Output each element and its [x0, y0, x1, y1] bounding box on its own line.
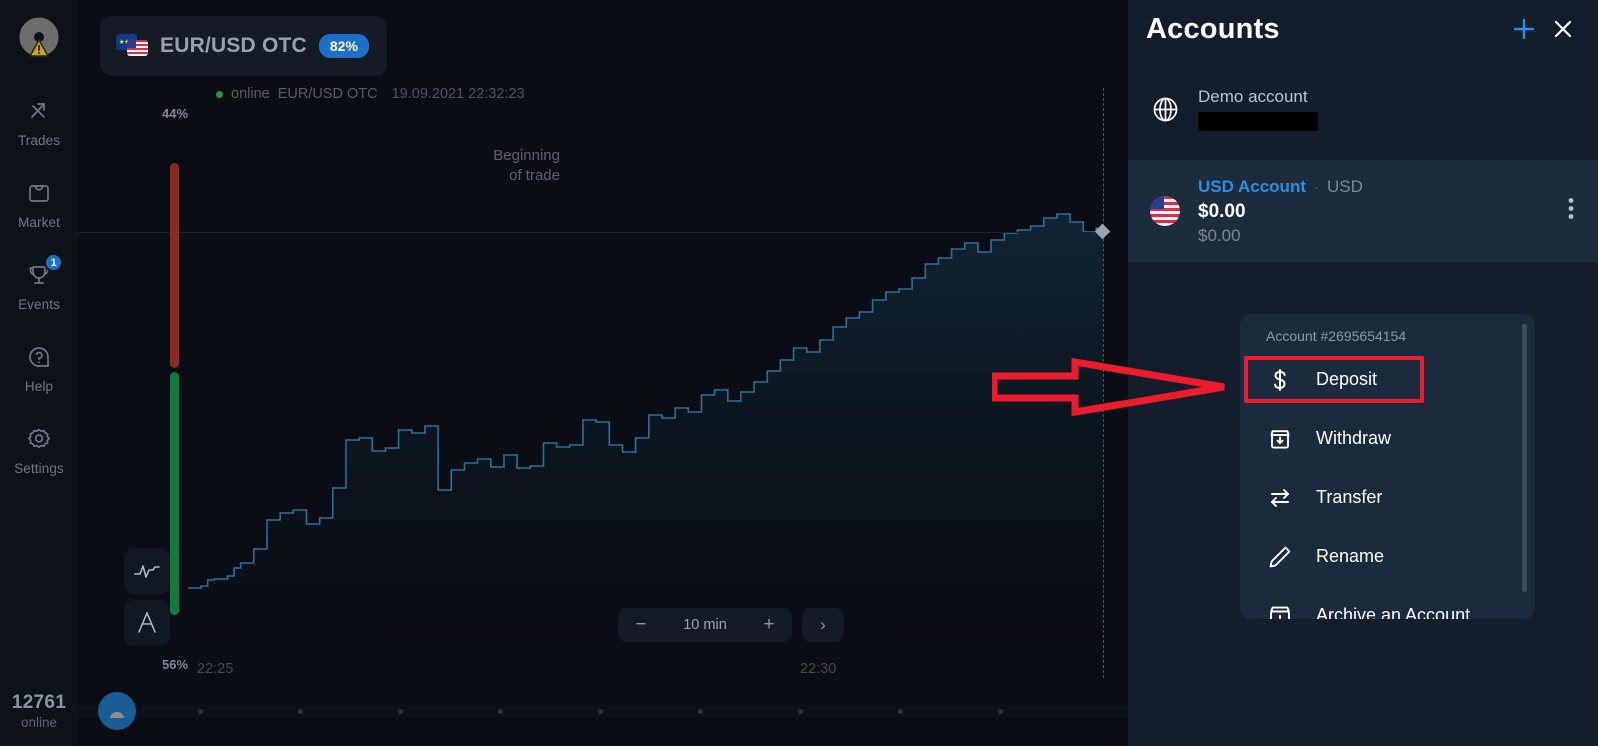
transfer-icon	[1268, 487, 1292, 509]
menu-item-label: Archive an Account	[1316, 605, 1471, 619]
usd-account-secondary-balance: $0.00	[1198, 225, 1241, 245]
usd-account-currency: USD	[1327, 176, 1363, 196]
close-icon[interactable]	[1550, 16, 1576, 42]
status-state: online	[231, 86, 270, 102]
menu-item-rename[interactable]: Rename	[1240, 527, 1535, 586]
timeframe-increase-button[interactable]: +	[763, 614, 775, 635]
time-axis-label: 22:25	[197, 661, 234, 677]
brand-ring-warning-logo-icon[interactable]	[17, 16, 61, 60]
timeframe-value[interactable]: 10 min	[683, 617, 727, 633]
market-bag-icon	[24, 178, 54, 208]
track-dot	[298, 709, 303, 714]
eur-usd-flag-icon: ★★★	[116, 34, 148, 58]
demo-account-body: Demo account	[1198, 87, 1576, 131]
status-online-dot	[216, 90, 223, 98]
dollar-icon	[1268, 368, 1292, 392]
track-dot	[898, 709, 903, 714]
sidebar-item-settings[interactable]: Settings	[0, 424, 78, 476]
demo-account-balance-redacted	[1198, 112, 1318, 131]
track-dot	[398, 709, 403, 714]
account-context-menu: Account #2695654154 Deposit Withdraw	[1240, 314, 1535, 619]
status-asset: EUR/USD OTC	[277, 86, 378, 102]
asset-status-line: online EUR/USD OTC 19.09.2021 22:32:23	[216, 86, 525, 102]
asset-name: EUR/USD OTC	[160, 34, 307, 57]
track-dot	[598, 709, 603, 714]
status-datetime: 19.09.2021 22:32:23	[391, 86, 525, 102]
sidebar-item-label: Events	[18, 297, 60, 312]
bottom-timeline-track[interactable]	[78, 705, 1128, 717]
demo-account-row[interactable]: Demo account	[1128, 58, 1598, 160]
demo-account-name: Demo account	[1198, 87, 1308, 106]
archive-icon	[1268, 604, 1292, 619]
sidebar-item-label: Market	[18, 215, 60, 230]
plus-icon[interactable]	[1510, 15, 1538, 43]
globe-icon	[1148, 92, 1182, 126]
timeframe-group: − 10 min +	[618, 608, 792, 642]
online-count: 12761	[11, 692, 67, 713]
annotation-arrow-icon	[990, 357, 1232, 421]
timeframe-next-button[interactable]: ›	[802, 608, 844, 642]
usd-account-name: USD Account	[1198, 176, 1306, 196]
sidebar-item-label: Settings	[14, 461, 64, 476]
usd-account-balance: $0.00	[1198, 200, 1246, 222]
menu-item-archive-an-account[interactable]: Archive an Account	[1240, 586, 1535, 619]
account-separator: ·	[1314, 178, 1319, 196]
trade-start-divider	[1103, 88, 1104, 678]
events-badge: 1	[44, 253, 63, 272]
price-gridline	[78, 232, 1103, 233]
menu-item-label: Withdraw	[1316, 428, 1392, 448]
sidebar-item-label: Help	[24, 379, 54, 394]
menu-item-deposit[interactable]: Deposit	[1240, 350, 1535, 409]
usd-account-body: USD Account · USD $0.00 $0.00	[1198, 177, 1576, 246]
sidebar-item-help[interactable]: Help	[0, 342, 78, 394]
sentiment-bar-up	[170, 372, 179, 615]
price-chart	[188, 213, 1103, 700]
more-vertical-icon[interactable]	[1568, 198, 1574, 225]
sentiment-top-percent: 44%	[162, 106, 189, 121]
settings-gear-icon	[24, 424, 54, 454]
avatar[interactable]	[98, 692, 136, 730]
indicators-button[interactable]	[124, 548, 170, 594]
payout-badge: 82%	[318, 34, 369, 58]
sidebar-item-events[interactable]: 1 Events	[0, 253, 78, 312]
menu-item-withdraw[interactable]: Withdraw	[1240, 409, 1535, 468]
trades-arrows-icon	[24, 96, 54, 126]
chart-area: Beginning of trade ★★★ EUR/USD OTC 82% o…	[78, 0, 1128, 746]
menu-item-label: Transfer	[1316, 487, 1383, 507]
us-flag-icon	[1148, 194, 1182, 228]
drawing-tools-button[interactable]	[124, 600, 170, 646]
track-dot	[998, 709, 1003, 714]
pencil-icon	[1268, 545, 1292, 569]
track-dot	[798, 709, 803, 714]
accounts-panel-header: Accounts	[1128, 0, 1598, 58]
left-sidebar: Trades Market 1	[0, 0, 78, 746]
account-menu-header: Account #2695654154	[1266, 328, 1407, 344]
page-title: Accounts	[1146, 12, 1280, 45]
timeframe-controls: − 10 min + ›	[618, 608, 844, 642]
track-dot	[498, 709, 503, 714]
usd-account-row[interactable]: USD Account · USD $0.00 $0.00	[1128, 160, 1598, 262]
sidebar-nav-list: Trades Market 1	[0, 96, 78, 506]
sidebar-item-market[interactable]: Market	[0, 178, 78, 230]
track-dot	[198, 709, 203, 714]
menu-item-label: Deposit	[1316, 369, 1378, 389]
menu-item-transfer[interactable]: Transfer	[1240, 468, 1535, 527]
asset-selector[interactable]: ★★★ EUR/USD OTC 82%	[100, 16, 387, 76]
track-dot	[698, 709, 703, 714]
menu-item-label: Rename	[1316, 546, 1385, 566]
withdraw-icon	[1268, 427, 1292, 451]
online-users-block: 12761 online	[0, 692, 78, 730]
sidebar-item-trades[interactable]: Trades	[0, 96, 78, 148]
time-axis-label: 22:30	[800, 661, 837, 677]
online-label: online	[20, 715, 58, 730]
sentiment-bar-down	[170, 163, 179, 368]
timeframe-decrease-button[interactable]: −	[635, 614, 647, 635]
sidebar-item-label: Trades	[17, 133, 61, 148]
help-question-icon	[24, 342, 54, 372]
menu-scrollbar[interactable]	[1522, 324, 1527, 592]
sentiment-bottom-percent: 56%	[162, 657, 189, 672]
beginning-of-trade-label: Beginning of trade	[493, 147, 560, 185]
